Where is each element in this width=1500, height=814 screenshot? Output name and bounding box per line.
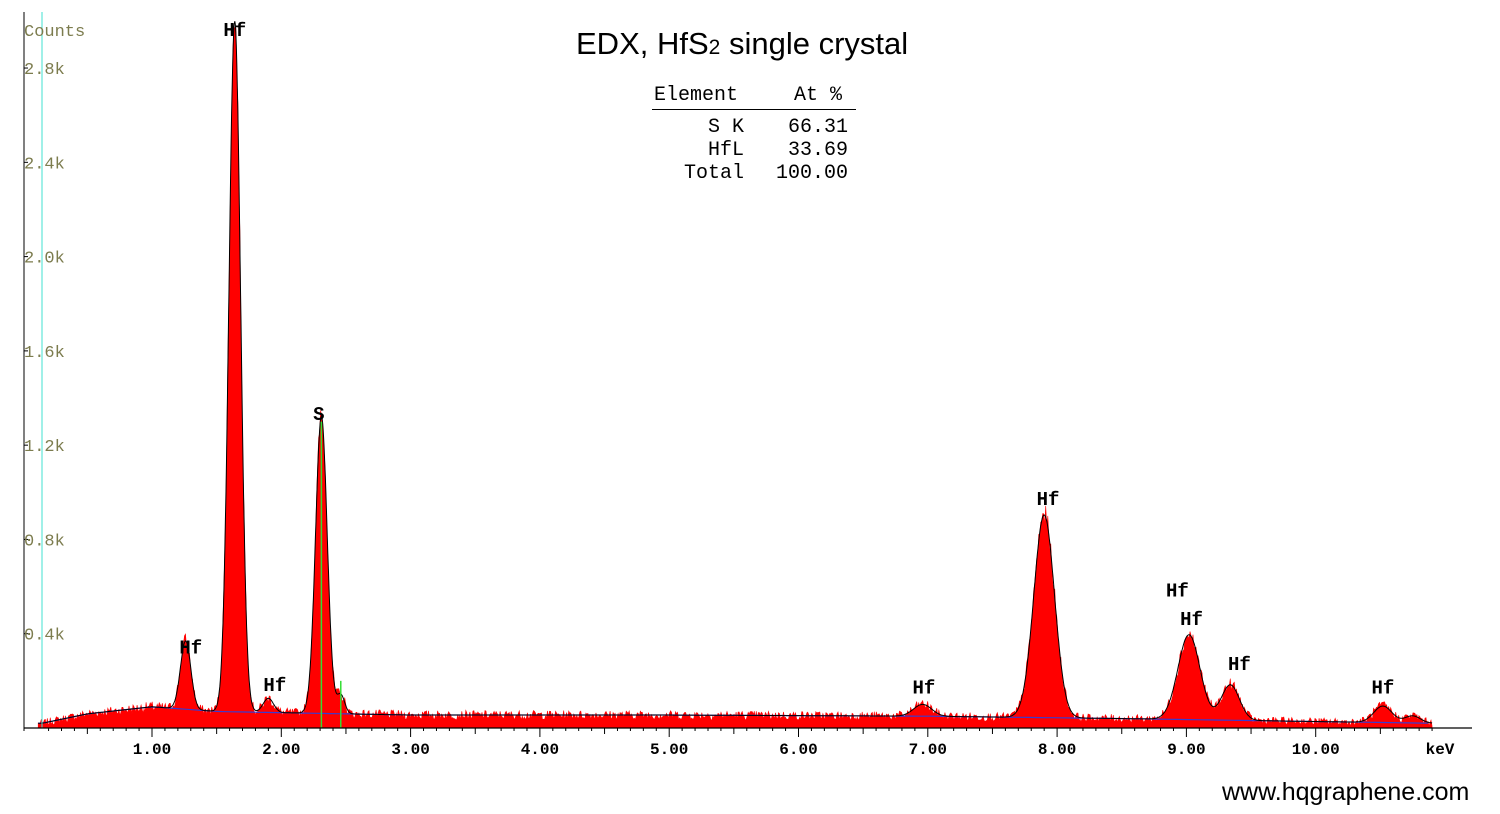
composition-table: Element At % S K 66.31 HfL 33.69 Total 1…: [652, 84, 857, 185]
row-element: S K: [708, 116, 745, 139]
peak-label: Hf: [1372, 677, 1395, 699]
x-tick-label: 3.00: [391, 741, 429, 759]
peak-label: Hf: [1180, 609, 1203, 631]
x-tick-label: 6.00: [779, 741, 817, 759]
y-tick-label: 0.4k: [24, 627, 65, 646]
row-at-percent: 33.69: [788, 139, 849, 162]
x-tick-label: 1.00: [133, 741, 171, 759]
x-tick-label: 7.00: [909, 741, 947, 759]
spectrum-layer: [37, 21, 1433, 729]
table-row: S K 66.31: [652, 110, 856, 140]
axes-layer: [23, 12, 1472, 737]
peak-label: Hf: [263, 675, 286, 697]
row-element: HfL: [708, 139, 745, 162]
table-row: HfL 33.69: [652, 139, 856, 162]
y-tick-label: 2.0k: [24, 250, 65, 269]
row-at-percent: 100.00: [776, 162, 849, 185]
x-tick-label: 4.00: [521, 741, 559, 759]
x-tick-label: 5.00: [650, 741, 688, 759]
watermark-url: www.hqgraphene.com: [1222, 778, 1470, 806]
peak-label: Hf: [1037, 489, 1060, 511]
header-at-percent: At %: [774, 84, 857, 110]
y-tick-label: 2.4k: [24, 155, 65, 174]
chart-title: EDX, HfS2 single crystal: [576, 26, 908, 62]
peak-fit-curve: [38, 21, 1433, 724]
peak-label: Hf: [223, 20, 246, 42]
table-row: Total 100.00: [652, 162, 856, 185]
peak-label: S: [313, 404, 324, 426]
x-tick-label: 10.00: [1292, 741, 1340, 759]
y-tick-label: 2.8k: [24, 61, 65, 80]
x-tick-label: 2.00: [262, 741, 300, 759]
title-subscript: 2: [708, 36, 721, 59]
title-main: EDX, HfS: [576, 26, 709, 61]
peak-label: Hf: [1166, 581, 1189, 603]
y-tick-label: 1.2k: [24, 438, 65, 457]
x-axis-label: keV: [1426, 741, 1455, 759]
peak-label: Hf: [913, 677, 936, 699]
y-tick-label: 0.8k: [24, 532, 65, 551]
title-rest: single crystal: [720, 26, 909, 61]
row-at-percent: 66.31: [788, 116, 849, 139]
row-element: Total: [684, 162, 745, 185]
labels-layer: 1.00 2.00 3.00 4.00 5.00 6.00 7.00 8.00 9.00 10.0…: [24, 20, 1455, 759]
y-tick-label: 1.6k: [24, 344, 65, 363]
peak-label: Hf: [179, 637, 202, 659]
peak-label: Hf: [1228, 654, 1251, 676]
header-element: Element: [652, 84, 775, 110]
y-axis-label: Counts: [24, 23, 85, 42]
x-tick-label: 8.00: [1038, 741, 1076, 759]
x-tick-label: 9.00: [1167, 741, 1205, 759]
